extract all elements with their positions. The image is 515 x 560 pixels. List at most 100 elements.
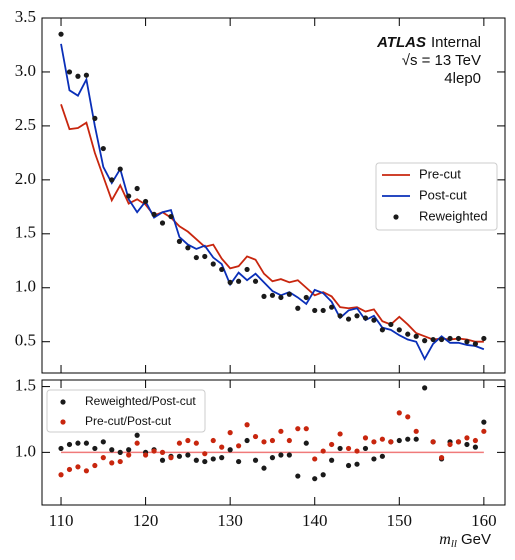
- data-point: [210, 437, 216, 444]
- data-point: [92, 462, 98, 469]
- data-point: [329, 304, 335, 310]
- data-point: [92, 115, 98, 121]
- data-point: [379, 453, 385, 459]
- data-point: [261, 293, 267, 299]
- data-point: [405, 331, 411, 337]
- data-point: [176, 238, 183, 244]
- data-point: [261, 439, 267, 445]
- data-point: [142, 452, 149, 458]
- data-point: [371, 456, 377, 462]
- data-point: [193, 457, 199, 463]
- y-tick-label: 0.5: [15, 331, 36, 350]
- y-tick-label: 1.0: [15, 277, 36, 296]
- data-point: [422, 385, 428, 391]
- data-point: [202, 253, 208, 260]
- data-point: [464, 441, 470, 448]
- data-point: [66, 441, 73, 448]
- x-tick-label: 160: [471, 511, 497, 530]
- data-point: [447, 335, 453, 342]
- data-point: [159, 220, 166, 226]
- data-point: [202, 451, 208, 457]
- data-point: [455, 335, 462, 342]
- annotation: ATLAS Internal: [376, 34, 481, 51]
- data-point: [455, 439, 462, 445]
- y-tick-label: 2.5: [15, 115, 36, 134]
- data-point: [75, 464, 81, 470]
- data-point: [371, 439, 377, 445]
- data-point: [303, 440, 309, 446]
- data-point: [58, 472, 64, 478]
- data-point: [269, 437, 276, 444]
- data-point: [345, 316, 352, 322]
- data-point: [66, 466, 73, 473]
- data-point: [219, 444, 225, 450]
- data-point: [202, 458, 208, 465]
- data-point: [210, 261, 216, 267]
- y-tick-label: 1.5: [15, 223, 36, 242]
- plot-area: [58, 31, 487, 361]
- data-point: [405, 436, 411, 442]
- data-point: [269, 455, 276, 461]
- data-point: [134, 432, 140, 438]
- legend-box: [46, 389, 206, 433]
- data-point: [83, 440, 89, 446]
- data-point: [447, 441, 453, 448]
- data-point: [354, 448, 360, 454]
- data-point: [252, 433, 259, 440]
- data-point: [379, 327, 385, 333]
- data-point: [185, 245, 191, 251]
- data-point: [126, 452, 132, 458]
- data-point: [244, 266, 250, 273]
- data-point: [286, 291, 292, 297]
- data-point: [396, 327, 402, 333]
- data-point: [227, 279, 233, 285]
- y-tick-label: 1.5: [15, 375, 36, 394]
- plot-area: [58, 385, 487, 482]
- data-point: [422, 338, 428, 344]
- data-point: [438, 455, 445, 461]
- legend-swatch: [60, 399, 66, 405]
- data-point: [126, 447, 132, 453]
- legend-label: Post-cut: [419, 187, 467, 202]
- data-point: [58, 445, 64, 452]
- x-tick-label: 120: [133, 511, 159, 530]
- data-point: [295, 305, 301, 311]
- data-point: [481, 419, 487, 425]
- data-point: [252, 457, 259, 463]
- data-point: [66, 69, 73, 75]
- data-point: [117, 166, 123, 172]
- data-point: [405, 414, 411, 420]
- data-point: [472, 341, 479, 347]
- data-point: [312, 307, 318, 314]
- data-point: [388, 439, 394, 445]
- data-point: [413, 428, 419, 434]
- legend-swatch: [60, 419, 66, 425]
- x-tick-label: 130: [217, 511, 243, 530]
- data-point: [464, 339, 470, 345]
- data-point: [117, 449, 123, 455]
- y-tick-label: 1.0: [15, 441, 36, 460]
- data-point: [210, 456, 216, 462]
- data-point: [109, 447, 115, 453]
- data-point: [371, 317, 377, 323]
- legend-label: Pre-cut: [419, 166, 461, 181]
- annotation: 4lep0: [444, 70, 481, 87]
- data-point: [176, 440, 183, 446]
- data-point: [388, 321, 394, 328]
- data-point: [337, 431, 343, 437]
- data-point: [244, 437, 250, 444]
- data-point: [193, 440, 199, 446]
- data-point: [142, 198, 149, 205]
- data-point: [278, 294, 284, 301]
- data-point: [193, 254, 199, 261]
- data-point: [244, 422, 250, 428]
- data-point: [236, 443, 242, 449]
- data-point: [134, 440, 140, 446]
- data-point: [236, 458, 242, 465]
- data-point: [92, 445, 98, 452]
- data-point: [379, 436, 385, 442]
- legend-label: Pre-cut/Post-cut: [85, 414, 172, 428]
- data-point: [438, 336, 445, 343]
- data-point: [236, 278, 242, 284]
